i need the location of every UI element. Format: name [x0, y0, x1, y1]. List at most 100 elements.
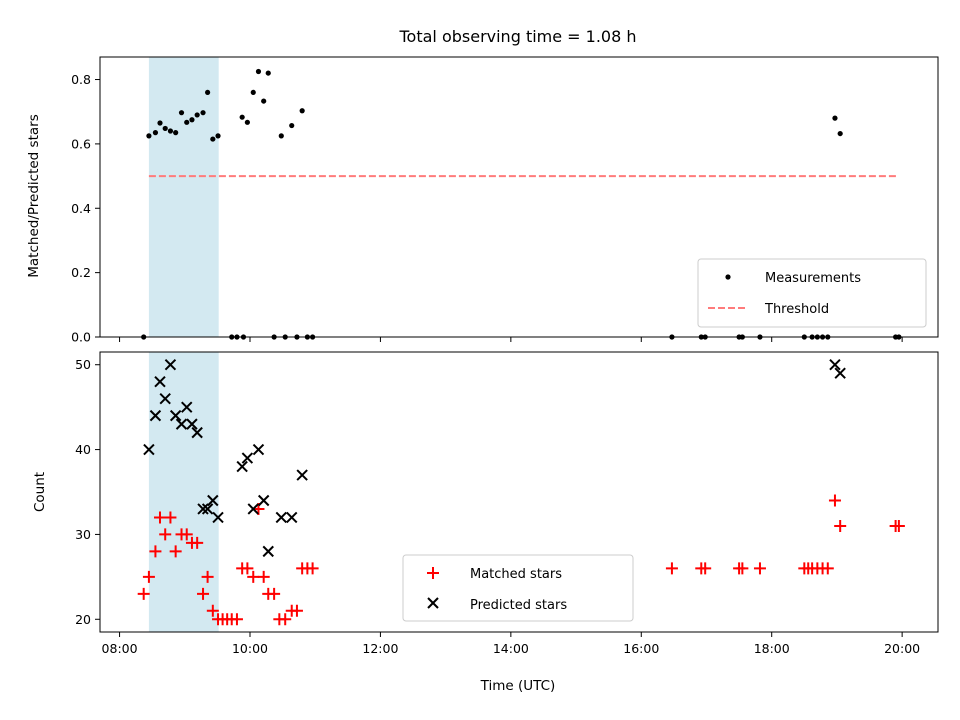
highlight-window [148, 352, 219, 632]
matched-star-point [180, 528, 193, 541]
measurement-point [173, 130, 179, 136]
y-tick-label: 20 [75, 612, 91, 627]
predicted-star-point [169, 409, 182, 422]
predicted-star-point [241, 452, 254, 464]
x-tick-label: 16:00 [623, 641, 659, 656]
x-tick-label: 20:00 [884, 641, 920, 656]
matched-star-point [142, 570, 155, 583]
predicted-star-point [275, 511, 288, 524]
predicted-star-point [164, 359, 177, 371]
measurement-point [205, 89, 211, 96]
predicted-star-point [829, 359, 841, 371]
predicted-star-point [201, 503, 214, 515]
predicted-star-point [286, 511, 298, 524]
legend-frame [697, 258, 927, 328]
y-tick-label: 0.2 [71, 265, 91, 280]
legend-label: Predicted stars [470, 598, 567, 613]
matched-star-point [892, 519, 905, 532]
matched-star-point [197, 587, 210, 600]
matched-star-point [306, 562, 319, 575]
measurement-point [189, 117, 195, 123]
measurement-point [157, 120, 163, 126]
matched-star-point [736, 562, 749, 575]
legend-marker-measurements [725, 274, 731, 280]
measurement-point [278, 133, 284, 139]
legend-marker-predicted [427, 597, 439, 609]
matched-star-point [821, 562, 834, 575]
x-tick-label: 12:00 [362, 641, 398, 656]
matched-star-point [290, 604, 303, 617]
y-axis-label: Matched/Predicted stars [26, 114, 42, 277]
measurement-point [167, 128, 174, 134]
predicted-star-point [181, 401, 193, 413]
matched-star-point [279, 613, 292, 626]
predicted-star-point [262, 545, 274, 558]
predicted-star-point [191, 426, 203, 439]
legend-label: Measurements [765, 271, 861, 286]
measurement-point [299, 108, 305, 114]
predicted-star-point [143, 443, 155, 456]
predicted-star-point [257, 494, 270, 507]
measurement-point [837, 130, 843, 137]
legend: Matched stars Predicted stars [402, 554, 634, 622]
measurement-point [289, 122, 295, 129]
predicted-star-point [149, 409, 162, 422]
predicted-star-point [197, 503, 209, 515]
measurement-point [200, 110, 206, 116]
measurement-point [215, 133, 221, 139]
matched-star-point [169, 545, 182, 558]
matched-star-point [137, 587, 150, 600]
panel-count: 20 30 40 50 08:00 10:00 12:00 14:00 16:00 18:00 20… [32, 351, 939, 694]
measurement-point [265, 70, 271, 76]
measurement-point [832, 115, 838, 121]
panel-frame [99, 56, 939, 338]
matched-star-point [665, 562, 678, 575]
matched-star-point [241, 562, 254, 575]
panel-ratio: 0.00.20.40.60.8 Matched/Predicted stars … [26, 56, 939, 345]
y-tick-label: 0.0 [71, 330, 91, 345]
matched-star-point [834, 519, 847, 532]
matched-star-point [153, 511, 166, 524]
x-tick-label: 10:00 [232, 641, 268, 656]
matched-star-point [230, 613, 243, 626]
y-tick-label: 0.6 [71, 136, 91, 151]
measurement-point [244, 119, 250, 125]
measurement-point [152, 130, 159, 136]
predicted-star-point [207, 494, 219, 507]
legend-label: Matched stars [470, 567, 562, 582]
measurement-point [178, 110, 185, 116]
legend: Measurements Threshold [697, 258, 927, 328]
legend-frame [402, 554, 634, 622]
y-tick-label: 0.8 [71, 72, 91, 87]
matched-star-point [159, 528, 172, 541]
predicted-star-point [296, 469, 308, 481]
y-axis-label: Count [32, 472, 48, 512]
matched-star-point [828, 494, 841, 507]
measurement-point [261, 98, 267, 104]
matched-star-point [268, 587, 281, 600]
predicted-star-point [252, 443, 265, 456]
matched-star-point [699, 562, 712, 575]
matched-star-point [201, 570, 214, 583]
predicted-star-point [159, 392, 171, 405]
matched-star-point [247, 570, 260, 583]
chart-title: Total observing time = 1.08 h [398, 27, 636, 46]
matched-star-point [257, 570, 270, 583]
legend-marker-matched [427, 567, 439, 579]
measurement-point [250, 89, 256, 96]
predicted-star-point [154, 375, 166, 388]
x-tick-label: 08:00 [102, 641, 138, 656]
predicted-star-point [212, 511, 224, 524]
measurement-point [162, 125, 168, 132]
predicted-star-point [175, 418, 188, 430]
panel-frame [99, 351, 939, 633]
predicted-star-point [186, 418, 198, 430]
matched-star-point [206, 604, 219, 617]
x-axis-label: Time (UTC) [480, 678, 556, 694]
x-tick-label: 18:00 [754, 641, 790, 656]
highlight-window [148, 57, 219, 337]
measurement-point [255, 68, 262, 75]
y-tick-label: 50 [75, 357, 91, 372]
matched-star-point [191, 536, 204, 549]
